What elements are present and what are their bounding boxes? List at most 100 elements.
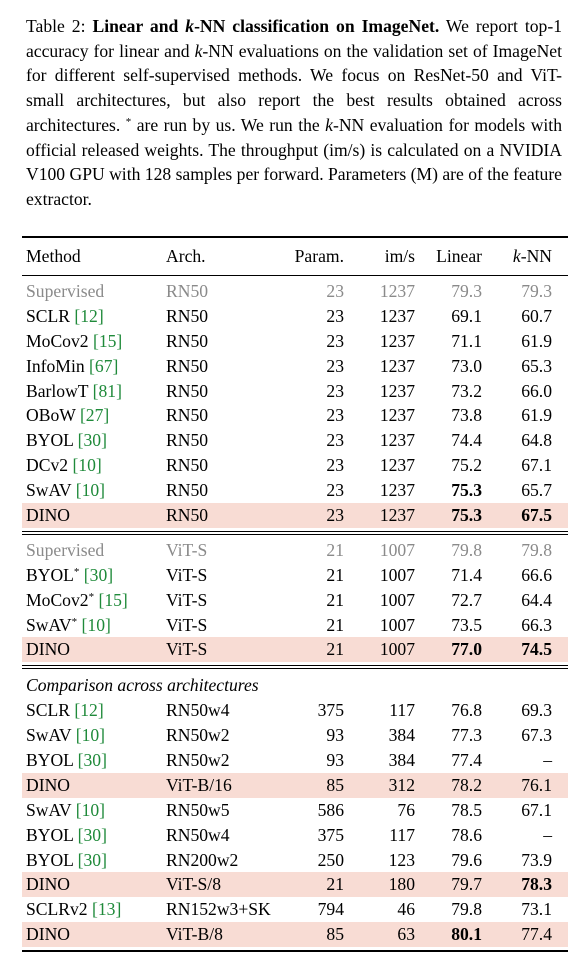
knn-cell: 66.0 — [521, 380, 552, 401]
table-row: DINO RN50 23 1237 75.3 67.5 — [22, 503, 568, 528]
param-cell: 23 — [326, 405, 344, 426]
method-cell: DINO — [26, 922, 70, 947]
method-cell: SCLR [12] — [26, 304, 104, 329]
ims-cell: 1237 — [379, 281, 415, 301]
ims-cell: 1237 — [379, 430, 415, 451]
ims-cell: 312 — [388, 774, 415, 795]
ims-cell: 384 — [388, 750, 415, 771]
ims-cell: 1007 — [379, 614, 415, 635]
linear-cell: 73.5 — [451, 614, 482, 635]
ims-cell: 1237 — [379, 355, 415, 376]
arch-cell: RN50w2 — [166, 725, 230, 746]
param-cell: 23 — [326, 355, 344, 376]
method-cell: OBoW [27] — [26, 403, 109, 428]
linear-cell: 80.1 — [451, 924, 482, 945]
table-row: SwAV [10] RN50w2 93 384 77.3 67.3 — [22, 723, 568, 748]
method-name: BYOL — [26, 564, 74, 585]
citation-link: [30] — [77, 750, 107, 771]
ims-cell: 76 — [397, 799, 415, 820]
param-cell: 93 — [326, 725, 344, 746]
arch-cell: RN200w2 — [166, 849, 239, 870]
linear-cell: 73.2 — [451, 380, 482, 401]
method-cell: SwAV* [10] — [26, 613, 111, 638]
citation-link: [67] — [89, 355, 119, 376]
linear-cell: 74.4 — [451, 430, 482, 451]
param-cell: 375 — [317, 824, 344, 845]
ims-cell: 1237 — [379, 380, 415, 401]
arch-cell: RN50 — [166, 455, 209, 476]
group-resnet50: Supervised RN50 23 1237 79.3 79.3 SCLR [12] RN5… — [22, 279, 568, 528]
table-row: DINO ViT-B/16 85 312 78.2 76.1 — [22, 772, 568, 798]
group-vit-small: Supervised ViT-S 21 1007 79.8 79.8 BYOL* [30] V… — [22, 538, 568, 663]
header-arch: Arch. — [166, 246, 206, 266]
knn-cell: – — [543, 824, 552, 845]
header-ims: im/s — [384, 246, 415, 266]
param-cell: 21 — [326, 539, 344, 560]
knn-cell: 61.9 — [521, 330, 552, 351]
param-cell: 21 — [326, 874, 344, 895]
arch-cell: RN50w5 — [166, 799, 230, 820]
arch-cell: RN50 — [166, 330, 209, 351]
linear-cell: 77.4 — [451, 750, 482, 771]
citation-link: [30] — [79, 564, 114, 585]
method-name: MoCov2 — [26, 589, 89, 610]
method-name: OBoW — [26, 405, 80, 426]
arch-cell: RN50w2 — [166, 750, 230, 771]
citation-link: [13] — [92, 899, 122, 920]
method-name: SwAV — [26, 614, 72, 635]
caption-title: Linear and k-NN classification on ImageN… — [92, 16, 440, 36]
linear-cell: 71.1 — [451, 330, 482, 351]
ims-cell: 1007 — [379, 564, 415, 585]
method-name: SCLRv2 — [26, 899, 92, 920]
method-cell: SwAV [10] — [26, 723, 105, 748]
knn-cell: 74.5 — [521, 639, 552, 660]
rerun-marker: * — [73, 565, 80, 578]
linear-cell: 75.2 — [451, 455, 482, 476]
method-cell: MoCov2 [15] — [26, 329, 122, 354]
linear-cell: 79.3 — [451, 281, 482, 301]
knn-cell: 76.1 — [521, 774, 552, 795]
linear-cell: 79.8 — [451, 539, 482, 560]
section-title-row: Comparison across architectures — [22, 673, 568, 698]
arch-cell: RN50w4 — [166, 824, 230, 845]
knn-cell: 66.3 — [521, 614, 552, 635]
arch-cell: RN50 — [166, 480, 209, 501]
method-cell: SwAV [10] — [26, 478, 105, 503]
param-cell: 586 — [317, 799, 344, 820]
arch-cell: RN50 — [166, 305, 209, 326]
table-row: BarlowT [81] RN50 23 1237 73.2 66.0 — [22, 379, 568, 404]
knn-cell: 77.4 — [521, 924, 552, 945]
table-row: DINO ViT-S/8 21 180 79.7 78.3 — [22, 872, 568, 898]
method-cell: DINO — [26, 872, 70, 897]
citation-link: [15] — [92, 330, 123, 351]
linear-cell: 76.8 — [451, 700, 482, 721]
table-row: BYOL [30] RN50w2 93 384 77.4 – — [22, 748, 568, 773]
table-row: SwAV [10] RN50w5 586 76 78.5 67.1 — [22, 798, 568, 823]
table-row: InfoMin [67] RN50 23 1237 73.0 65.3 — [22, 354, 568, 379]
linear-cell: 78.5 — [451, 799, 482, 820]
method-cell: BYOL* [30] — [26, 563, 113, 588]
param-cell: 23 — [326, 455, 344, 476]
method-cell: DINO — [26, 637, 70, 662]
ims-cell: 1237 — [379, 455, 415, 476]
method-name: SCLR — [26, 700, 75, 721]
table-row: MoCov2* [15] ViT-S 21 1007 72.7 64.4 — [22, 588, 568, 613]
method-name: MoCov2 — [26, 330, 93, 351]
param-cell: 23 — [326, 305, 344, 326]
method-cell: SwAV [10] — [26, 798, 105, 823]
ims-cell: 180 — [388, 874, 415, 895]
group-separator — [22, 665, 568, 670]
knn-cell: 60.7 — [521, 305, 552, 326]
param-cell: 23 — [326, 505, 344, 526]
ims-cell: 1007 — [379, 589, 415, 610]
table-row: DINO ViT-S 21 1007 77.0 74.5 — [22, 637, 568, 663]
method-cell: MoCov2* [15] — [26, 588, 128, 613]
table-row: OBoW [27] RN50 23 1237 73.8 61.9 — [22, 403, 568, 428]
table-row: Supervised RN50 23 1237 79.3 79.3 — [22, 279, 568, 304]
arch-cell: RN50 — [166, 281, 209, 301]
param-cell: 23 — [326, 330, 344, 351]
linear-cell: 78.2 — [451, 774, 482, 795]
table-row: DCv2 [10] RN50 23 1237 75.2 67.1 — [22, 453, 568, 478]
citation-link: [12] — [74, 700, 104, 721]
method-name: SwAV — [26, 725, 76, 746]
